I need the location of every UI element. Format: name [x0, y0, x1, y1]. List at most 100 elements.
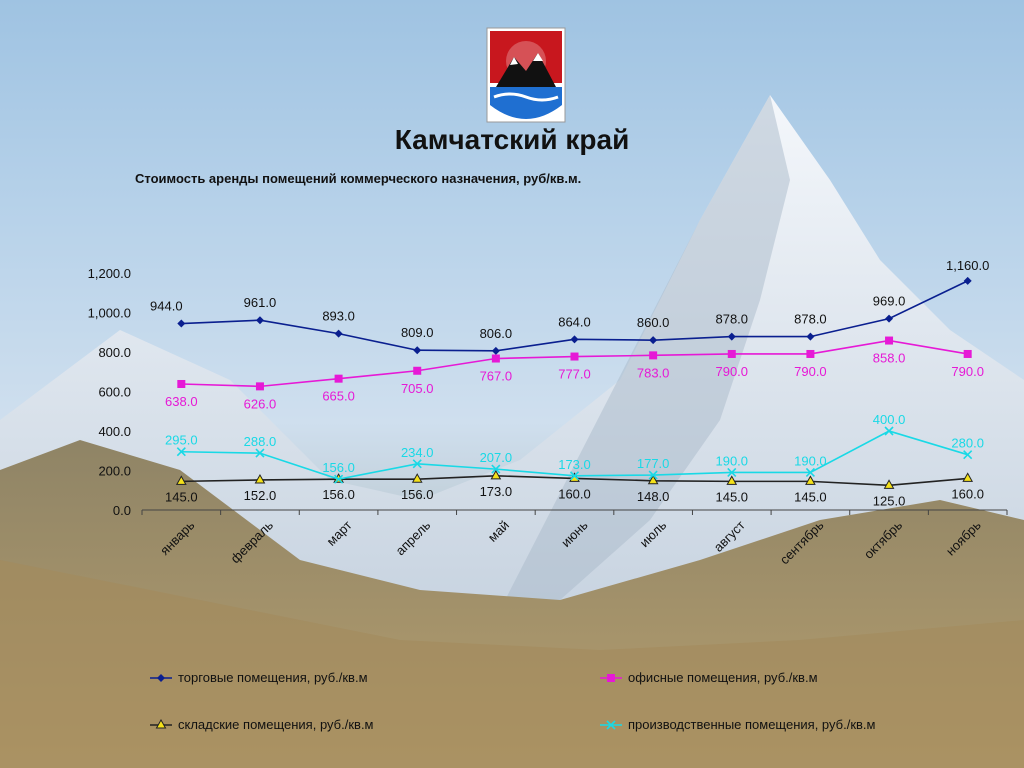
data-point [177, 319, 186, 328]
data-point [647, 474, 659, 485]
data-label: 961.0 [244, 295, 277, 310]
data-label: 969.0 [873, 294, 906, 309]
y-tick-label: 600.0 [98, 385, 131, 400]
data-point [491, 464, 501, 474]
data-point [490, 469, 502, 480]
data-point [649, 351, 658, 360]
data-label: 864.0 [558, 314, 591, 329]
data-point [255, 382, 264, 391]
data-label: 638.0 [165, 394, 198, 409]
data-point [175, 475, 187, 485]
y-tick-label: 400.0 [98, 424, 131, 439]
data-label: 858.0 [873, 351, 906, 366]
data-point [254, 473, 266, 484]
data-label: 145.0 [794, 489, 827, 504]
y-tick-label: 0.0 [113, 503, 131, 518]
data-point [569, 472, 580, 482]
data-point [806, 332, 815, 341]
x-tick-label: август [711, 517, 748, 554]
data-label: 665.0 [322, 389, 355, 404]
x-tick-label: июль [637, 517, 670, 550]
data-point [412, 459, 422, 469]
data-point [727, 332, 736, 341]
data-point [491, 346, 500, 355]
data-label: 207.0 [480, 450, 513, 465]
x-tick-label: апрель [393, 517, 434, 558]
data-point [255, 316, 264, 325]
data-point [883, 479, 895, 489]
legend-item: производственные помещения, руб./кв.м [600, 717, 875, 732]
x-tick-label: сентябрь [777, 517, 827, 567]
data-point [570, 352, 579, 361]
data-point [806, 349, 815, 358]
legend-label: складские помещения, руб./кв.м [178, 717, 374, 732]
data-label: 893.0 [322, 309, 355, 324]
data-label: 790.0 [951, 364, 984, 379]
data-label: 626.0 [244, 396, 277, 411]
legend-item: офисные помещения, руб./кв.м [600, 670, 818, 685]
y-tick-label: 800.0 [98, 345, 131, 360]
data-point [649, 336, 658, 345]
data-point [648, 470, 658, 480]
data-point [727, 349, 736, 358]
series-line [181, 430, 968, 481]
data-point [569, 471, 580, 481]
data-point [255, 448, 265, 458]
legend-marker [150, 718, 172, 728]
chart-title: Стоимость аренды помещений коммерческого… [135, 171, 582, 186]
data-label: 234.0 [401, 445, 434, 460]
x-tick-label: февраль [228, 517, 277, 566]
data-point [727, 467, 737, 478]
data-label: 156.0 [322, 460, 355, 475]
x-tick-label: январь [157, 517, 198, 558]
data-point [963, 349, 972, 358]
data-label: 156.0 [322, 487, 355, 502]
data-label: 1,160.0 [946, 258, 989, 273]
data-point [963, 276, 972, 285]
data-label: 160.0 [558, 486, 591, 501]
data-label: 783.0 [637, 365, 670, 380]
page-title: Камчатский край [394, 124, 630, 155]
legend-marker [600, 673, 622, 682]
legend-marker [600, 719, 622, 730]
data-label: 790.0 [715, 364, 748, 379]
x-tick-label: ноябрь [943, 517, 984, 558]
data-point [176, 447, 186, 457]
data-label: 145.0 [715, 489, 748, 504]
data-label: 288.0 [244, 434, 277, 449]
data-label: 156.0 [401, 487, 434, 502]
legend-label: офисные помещения, руб./кв.м [628, 670, 818, 685]
data-point [805, 467, 815, 478]
data-point [805, 475, 816, 485]
data-label: 177.0 [637, 456, 670, 471]
data-point [885, 336, 894, 345]
data-point [334, 329, 343, 338]
data-label: 190.0 [715, 453, 748, 468]
legend-item: складские помещения, руб./кв.м [150, 717, 374, 732]
data-label: 705.0 [401, 381, 434, 396]
x-tick-label: май [485, 518, 512, 545]
data-label: 125.0 [873, 493, 906, 508]
data-point [491, 354, 500, 363]
data-label: 806.0 [480, 326, 513, 341]
y-tick-label: 200.0 [98, 464, 131, 479]
data-point [413, 346, 422, 355]
data-label: 878.0 [715, 312, 748, 327]
y-tick-label: 1,200.0 [88, 266, 131, 281]
x-tick-label: март [324, 517, 355, 548]
data-label: 944.0 [150, 299, 183, 314]
data-point [334, 374, 343, 383]
legend-marker [150, 673, 172, 682]
data-label: 190.0 [794, 453, 827, 468]
data-label: 152.0 [244, 488, 277, 503]
data-point [177, 379, 186, 388]
data-point [413, 366, 422, 375]
data-label: 148.0 [637, 489, 670, 504]
x-tick-label: октябрь [861, 517, 905, 561]
data-label: 173.0 [480, 484, 513, 499]
data-label: 860.0 [637, 315, 670, 330]
data-label: 767.0 [480, 369, 513, 384]
kamchatka-emblem [486, 27, 566, 123]
